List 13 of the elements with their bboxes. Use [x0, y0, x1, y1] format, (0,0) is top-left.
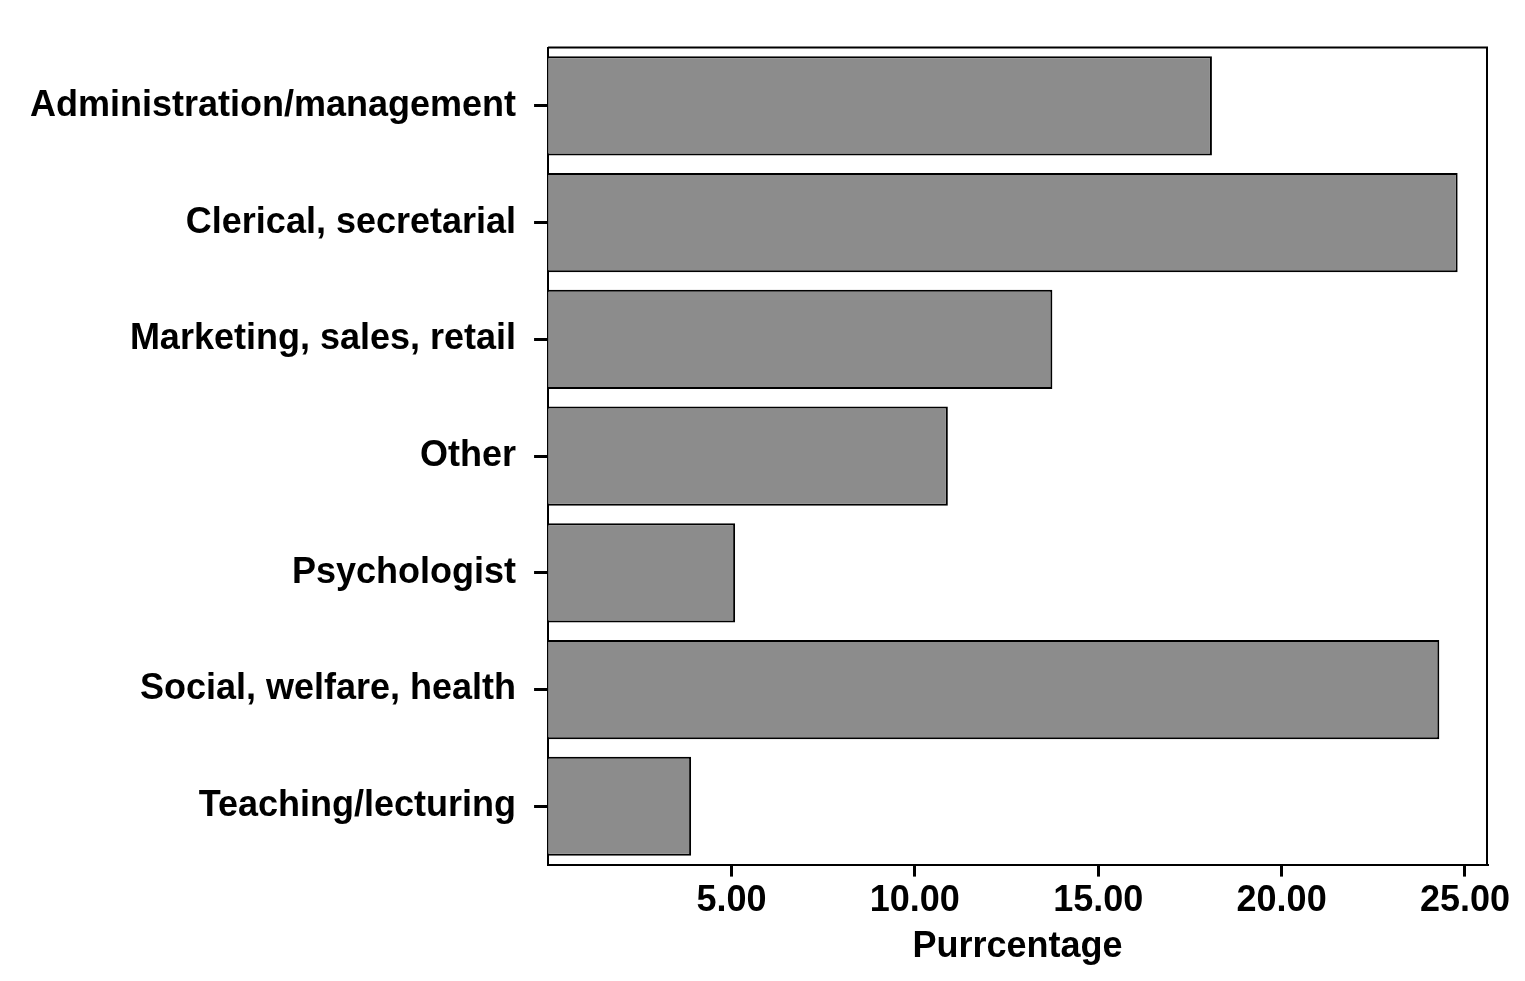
y-tick-label: Teaching/lecturing — [198, 783, 517, 825]
x-tick-label: 25.00 — [1419, 878, 1511, 920]
x-axis-title: Purrcentage — [912, 924, 1123, 966]
y-tick-label: Other — [420, 433, 517, 475]
y-tick-label: Social, welfare, health — [139, 666, 517, 708]
y-tick-label: Administration/management — [29, 82, 517, 124]
x-tick-label: 20.00 — [1236, 878, 1327, 920]
x-tick-label: 15.00 — [1053, 878, 1144, 920]
y-tick-label: Clerical, secretarial — [185, 199, 517, 241]
y-tick-label: Marketing, sales, retail — [129, 316, 517, 358]
x-tick-label: 5.00 — [696, 878, 767, 920]
y-tick-label: Psychologist — [292, 549, 517, 591]
x-tick-label: 10.00 — [869, 878, 960, 920]
